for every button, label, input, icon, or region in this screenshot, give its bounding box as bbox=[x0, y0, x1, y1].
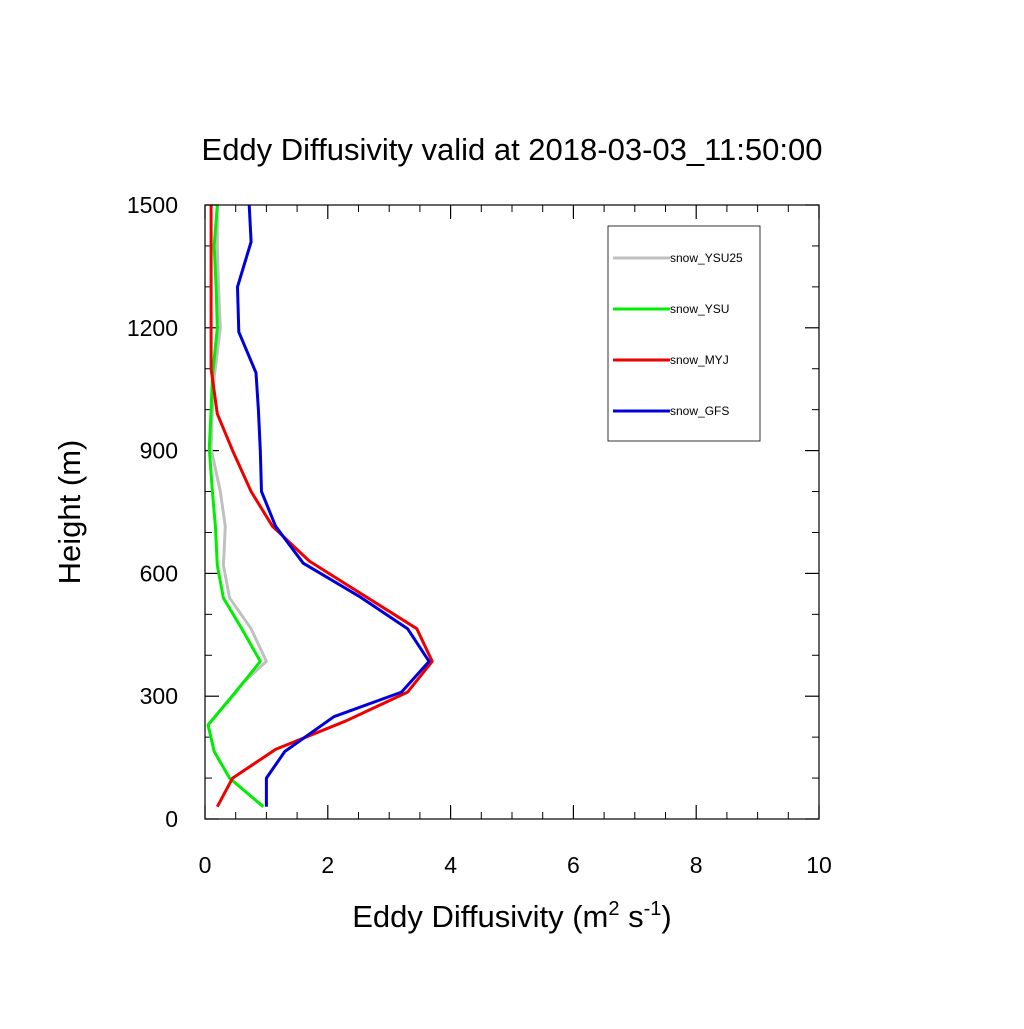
axis-tick-labels: 0 2 4 6 8 10 0 300 600 900 1200 1500 bbox=[127, 192, 832, 878]
y-tick-label: 1500 bbox=[127, 192, 178, 218]
y-tick-label: 1200 bbox=[127, 315, 178, 341]
x-axis-label: Eddy Diffusivity (m2 s-1) bbox=[352, 898, 671, 934]
y-tick-label: 300 bbox=[140, 683, 178, 709]
legend-label-snow_YSU25: snow_YSU25 bbox=[670, 251, 743, 265]
y-tick-label: 0 bbox=[165, 806, 178, 832]
series-line-snow_MYJ bbox=[209, 205, 434, 808]
x-axis-label-base: Eddy Diffusivity (m bbox=[352, 899, 608, 934]
x-tick-label: 2 bbox=[321, 852, 334, 878]
y-axis-label: Height (m) bbox=[52, 440, 87, 585]
legend-label-snow_YSU: snow_YSU bbox=[670, 302, 729, 316]
x-axis-label-sup1: 2 bbox=[608, 898, 619, 920]
x-tick-label: 0 bbox=[199, 852, 212, 878]
legend-label-snow_MYJ: snow_MYJ bbox=[670, 353, 729, 367]
x-axis-label-mid: s bbox=[619, 899, 643, 934]
legend: snow_YSU25 snow_YSU snow_MYJ snow_GFS bbox=[607, 225, 761, 442]
y-tick-label: 900 bbox=[140, 438, 178, 464]
x-tick-label: 10 bbox=[806, 852, 832, 878]
x-tick-label: 8 bbox=[690, 852, 703, 878]
legend-label-snow_GFS: snow_GFS bbox=[670, 404, 729, 418]
series-line-snow_YSU bbox=[206, 204, 265, 808]
x-axis-label-sup2: -1 bbox=[644, 898, 662, 920]
chart-title: Eddy Diffusivity valid at 2018-03-03_11:… bbox=[202, 132, 823, 167]
x-axis-label-end: ) bbox=[661, 899, 671, 934]
series-line-snow_GFS bbox=[236, 204, 431, 807]
y-tick-label: 600 bbox=[140, 560, 178, 586]
legend-box bbox=[607, 225, 761, 442]
x-tick-label: 6 bbox=[567, 852, 580, 878]
legend-items: snow_YSU25 snow_YSU snow_MYJ snow_GFS bbox=[613, 251, 743, 418]
x-tick-label: 4 bbox=[444, 852, 457, 878]
series-lines bbox=[206, 204, 434, 808]
plot-frame bbox=[204, 204, 820, 820]
